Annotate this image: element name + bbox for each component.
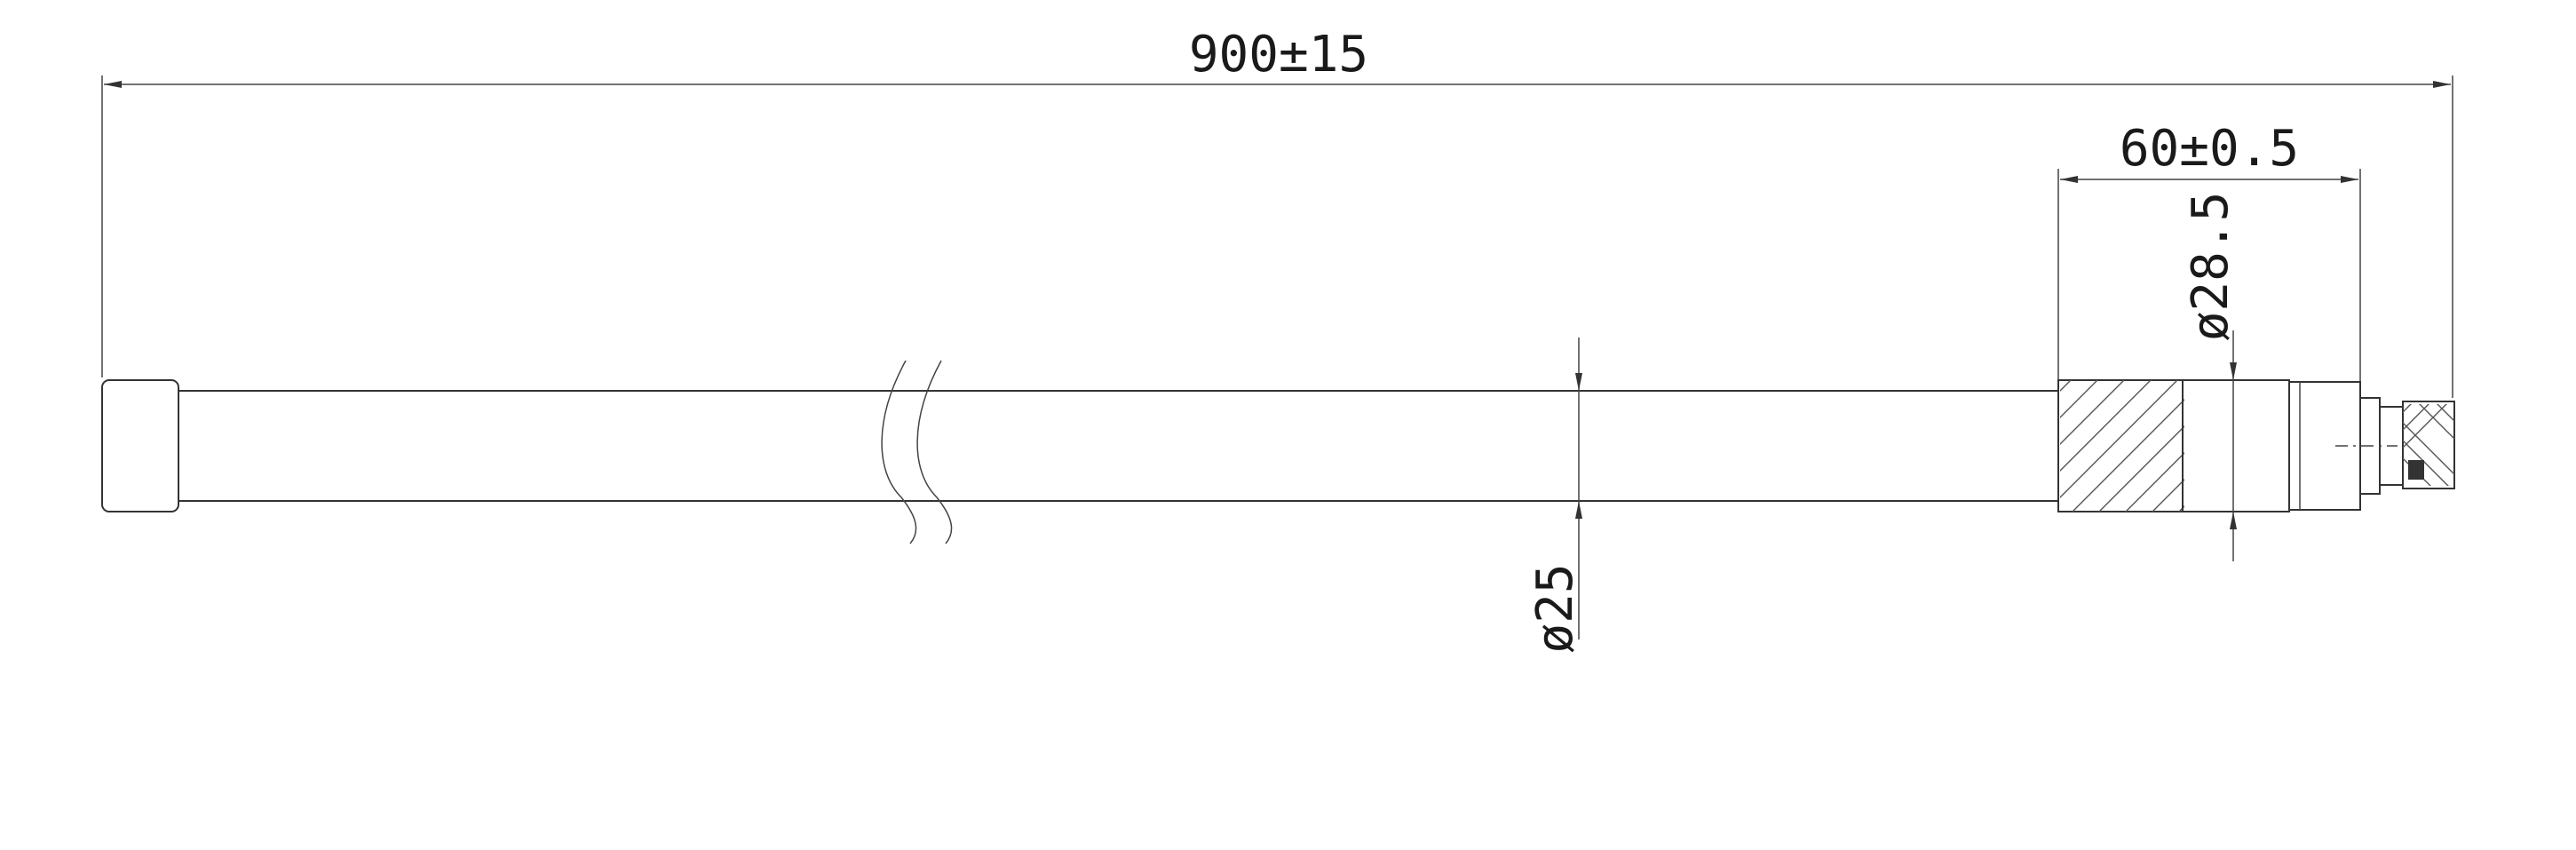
overall-length-label: 900±15 xyxy=(1189,26,1368,83)
tube-diameter-dimension: ø25 xyxy=(1526,338,1584,654)
overall-length-dimension: 900±15 xyxy=(101,26,2453,398)
n-connector xyxy=(2335,397,2455,495)
connector-length-dimension: 60±0.5 xyxy=(2057,120,2361,382)
base-diameter-label: ø28.5 xyxy=(2182,192,2239,342)
mount-section xyxy=(2182,379,2290,512)
antenna-body xyxy=(101,360,2455,544)
base-hatching xyxy=(2060,380,2184,512)
base-diameter-dimension: ø28.5 xyxy=(2182,192,2239,561)
tube-diameter-label: ø25 xyxy=(1526,563,1584,653)
break-mark-right xyxy=(916,360,953,544)
connector-length-label: 60±0.5 xyxy=(2120,120,2299,178)
end-cap xyxy=(101,379,179,512)
break-mark-left xyxy=(881,360,917,544)
